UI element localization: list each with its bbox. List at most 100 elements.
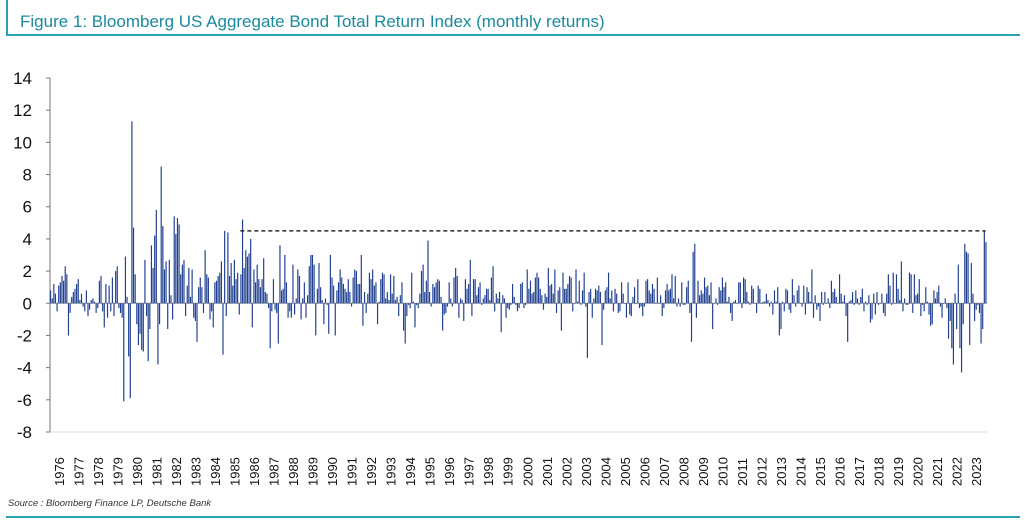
bar (518, 303, 520, 309)
bar (529, 280, 532, 304)
x-tick-label: 1985 (227, 457, 242, 486)
bar (767, 300, 769, 304)
bar (272, 279, 275, 304)
bar (511, 283, 514, 304)
bar (744, 279, 746, 304)
bar (305, 303, 307, 318)
bar (235, 279, 237, 304)
bar (254, 282, 257, 304)
bar (594, 288, 597, 304)
bar (725, 282, 727, 304)
bar (458, 303, 460, 318)
bar (100, 275, 102, 304)
bar (629, 303, 631, 315)
source-note: Source : Bloomberg Finance LP, Deutsche … (8, 498, 212, 509)
bar (920, 303, 922, 317)
bar (957, 264, 959, 304)
bar (702, 293, 704, 304)
bar (334, 303, 336, 336)
bar (481, 303, 483, 305)
bar (827, 298, 829, 304)
bar (102, 303, 104, 312)
bar (492, 266, 494, 304)
bar (640, 303, 642, 307)
x-tick-label: 2020 (911, 457, 926, 486)
bar (259, 287, 262, 304)
bar (376, 303, 379, 325)
bar (676, 303, 678, 307)
bar (297, 269, 299, 304)
bottom-rule (6, 516, 1020, 518)
bar (349, 292, 351, 304)
bar (482, 298, 484, 304)
bar (165, 261, 167, 304)
bar (671, 274, 673, 304)
x-tick-label: 2003 (579, 457, 594, 486)
x-tick-label: 1976 (52, 457, 67, 486)
bar (933, 290, 935, 304)
bar (881, 293, 883, 304)
bar (337, 282, 340, 304)
bar (799, 303, 802, 304)
bar (525, 303, 527, 305)
bar (302, 298, 304, 304)
bar (934, 298, 937, 304)
bar (964, 243, 966, 304)
bar (189, 296, 192, 304)
bar (664, 290, 667, 304)
bar (765, 293, 767, 304)
bar (718, 287, 720, 304)
bar (798, 285, 800, 304)
y-tick-label: 0 (23, 294, 32, 313)
bar (712, 303, 714, 330)
bar (899, 300, 901, 304)
bar (495, 293, 497, 304)
bar (681, 282, 683, 304)
bar (682, 303, 684, 305)
bar (87, 303, 89, 317)
bar (926, 301, 928, 304)
y-axis: 14 12 10 8 6 4 2 0 -2 -4 -6 -8 (13, 69, 51, 442)
bar (541, 295, 543, 304)
bar (414, 303, 416, 328)
bar (536, 272, 538, 304)
bar (386, 292, 388, 304)
bar (276, 303, 278, 313)
bar (804, 303, 806, 315)
bar (588, 292, 590, 304)
bar (910, 274, 912, 304)
bar (895, 274, 898, 304)
bar (944, 298, 946, 304)
bar (59, 282, 61, 304)
bar (908, 272, 911, 304)
y-tick-label: 2 (23, 262, 32, 281)
bar (261, 279, 263, 304)
bar (947, 303, 950, 339)
bar (638, 303, 641, 309)
bar (954, 293, 956, 304)
bar (808, 292, 810, 304)
bar (503, 298, 506, 304)
bar (90, 300, 92, 304)
bar (840, 293, 842, 304)
bar (82, 303, 84, 307)
bar (707, 285, 709, 304)
bar (412, 301, 414, 304)
bar (832, 292, 834, 304)
bar (396, 296, 398, 304)
bar (110, 303, 112, 312)
bar (546, 296, 548, 304)
bar (362, 303, 364, 326)
bar (463, 303, 465, 321)
bar (742, 277, 745, 304)
bar (211, 303, 213, 312)
bar (973, 303, 976, 321)
x-axis: 1976 1977 1978 1979 1980 1981 1982 1983 1984 1985… (50, 431, 987, 486)
bar (770, 301, 772, 304)
bar (313, 264, 315, 304)
bar (549, 285, 551, 304)
bar (97, 303, 99, 309)
bar (572, 303, 574, 312)
bar (144, 259, 146, 304)
bar (477, 287, 479, 304)
